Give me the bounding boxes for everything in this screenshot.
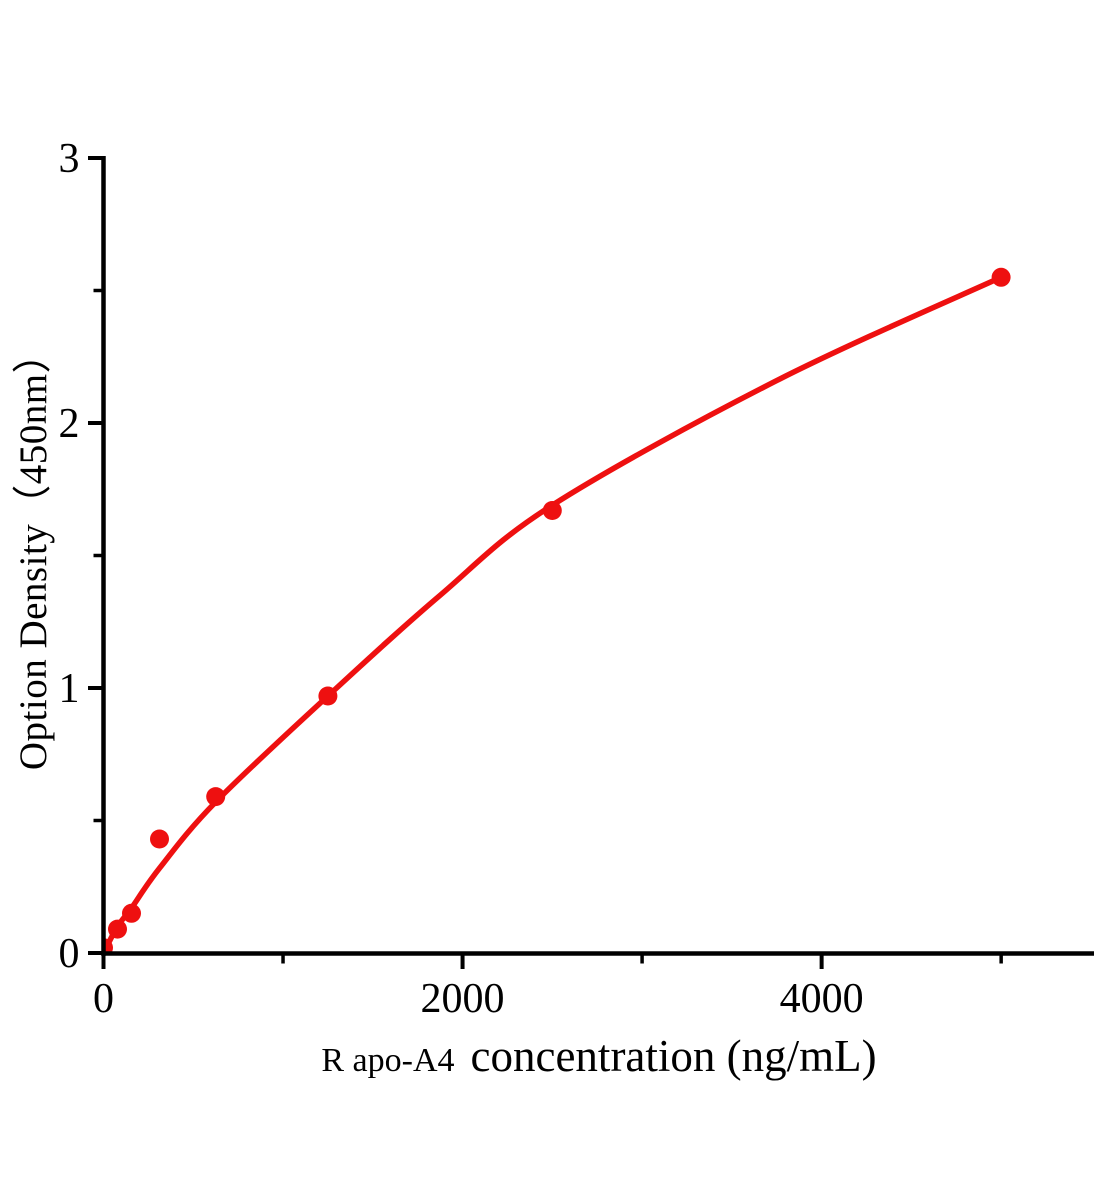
- fit-curve: [103, 274, 1004, 954]
- axes-group: 0 2000 4000 0 1 2 3: [59, 136, 1094, 1022]
- x-tick-label: 4000: [780, 976, 864, 1022]
- data-point: [991, 267, 1011, 287]
- y-tick-label: 1: [59, 666, 80, 712]
- x-axis-title-main: concentration (ng/mL): [470, 1031, 877, 1081]
- y-axis-title: Option Density（450nm）: [12, 333, 55, 771]
- x-axis-title: R apo-A4 concentration (ng/mL): [104, 1030, 1094, 1082]
- data-point: [318, 686, 338, 706]
- data-point: [542, 501, 562, 520]
- y-tick-label: 3: [59, 136, 80, 182]
- series-group: [103, 267, 1011, 954]
- y-tick-label: 0: [59, 931, 80, 977]
- data-point: [206, 787, 226, 807]
- data-point: [108, 919, 127, 939]
- y-tick-label: 2: [59, 401, 80, 447]
- x-axis-title-prefix: R apo-A4: [321, 1042, 455, 1079]
- data-point: [103, 938, 113, 954]
- data-point: [122, 903, 141, 923]
- x-tick-label: 2000: [421, 976, 505, 1022]
- data-point: [150, 829, 169, 849]
- x-tick-label: 0: [93, 976, 114, 1022]
